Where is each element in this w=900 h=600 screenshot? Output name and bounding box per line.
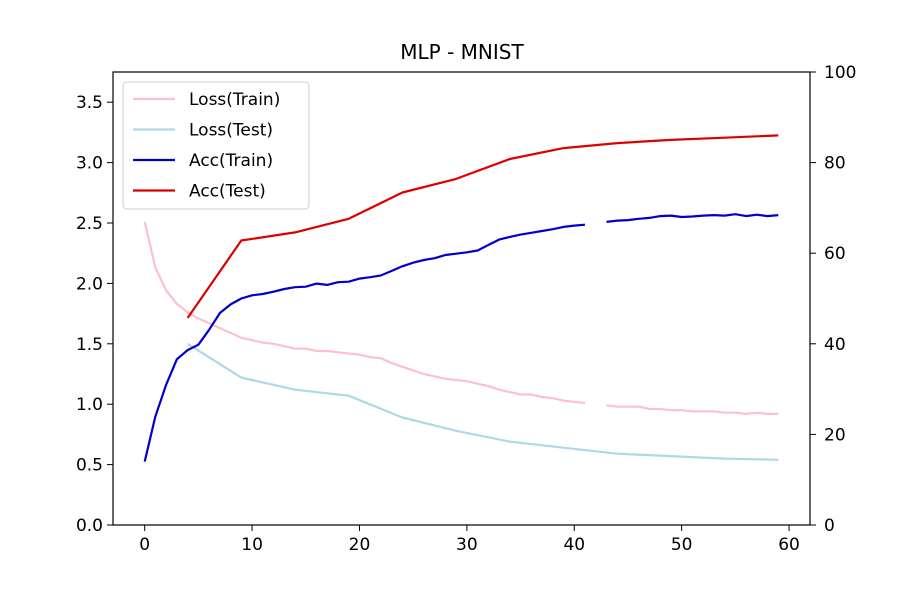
x-tick-label: 20 — [349, 535, 371, 555]
y-right-tick-label: 100 — [824, 63, 856, 83]
legend-label-loss-test: Loss(Test) — [189, 121, 273, 141]
x-tick-label: 50 — [671, 535, 693, 555]
y-left-tick-label: 2.5 — [76, 214, 103, 234]
legend: Loss(Train) Loss(Test) Acc(Train) Acc(Test) — [122, 81, 310, 210]
x-tick-label: 40 — [563, 535, 585, 555]
series-line-loss-test — [187, 342, 779, 461]
x-axis: 0 10 20 30 40 50 60 — [139, 525, 800, 555]
y-left-tick-label: 0.0 — [76, 516, 103, 536]
series-line-acc-train — [143, 213, 779, 462]
legend-box — [122, 81, 310, 210]
x-tick-label: 60 — [778, 535, 800, 555]
x-tick-label: 0 — [139, 535, 150, 555]
series-line-acc-test — [186, 134, 779, 319]
series-layer — [143, 134, 779, 462]
y-right-tick-label: 0 — [824, 516, 835, 536]
y-left-tick-label: 3.5 — [76, 93, 103, 113]
plot-frame — [112, 71, 811, 526]
series-line-loss-train — [143, 221, 779, 415]
y-left-tick-label: 1.5 — [76, 335, 103, 355]
y-left-tick-label: 3.0 — [76, 154, 103, 174]
y-axis-right: 0 20 40 60 80 100 — [810, 63, 856, 536]
y-right-tick-label: 20 — [824, 425, 846, 445]
legend-label-acc-train: Acc(Train) — [189, 151, 273, 171]
y-right-tick-label: 40 — [824, 335, 846, 355]
y-right-tick-label: 80 — [824, 154, 846, 174]
legend-label-acc-test: Acc(Test) — [189, 182, 266, 202]
y-left-tick-label: 1.0 — [76, 395, 103, 415]
x-tick-label: 30 — [456, 535, 478, 555]
y-right-tick-label: 60 — [824, 244, 846, 264]
y-left-tick-label: 2.0 — [76, 274, 103, 294]
chart-title: MLP - MNIST — [400, 40, 524, 64]
y-left-tick-label: 0.5 — [76, 456, 103, 476]
legend-label-loss-train: Loss(Train) — [189, 90, 280, 110]
x-tick-label: 10 — [241, 535, 263, 555]
y-axis-left: 0.0 0.5 1.0 1.5 2.0 2.5 3.0 3.5 — [76, 93, 113, 536]
